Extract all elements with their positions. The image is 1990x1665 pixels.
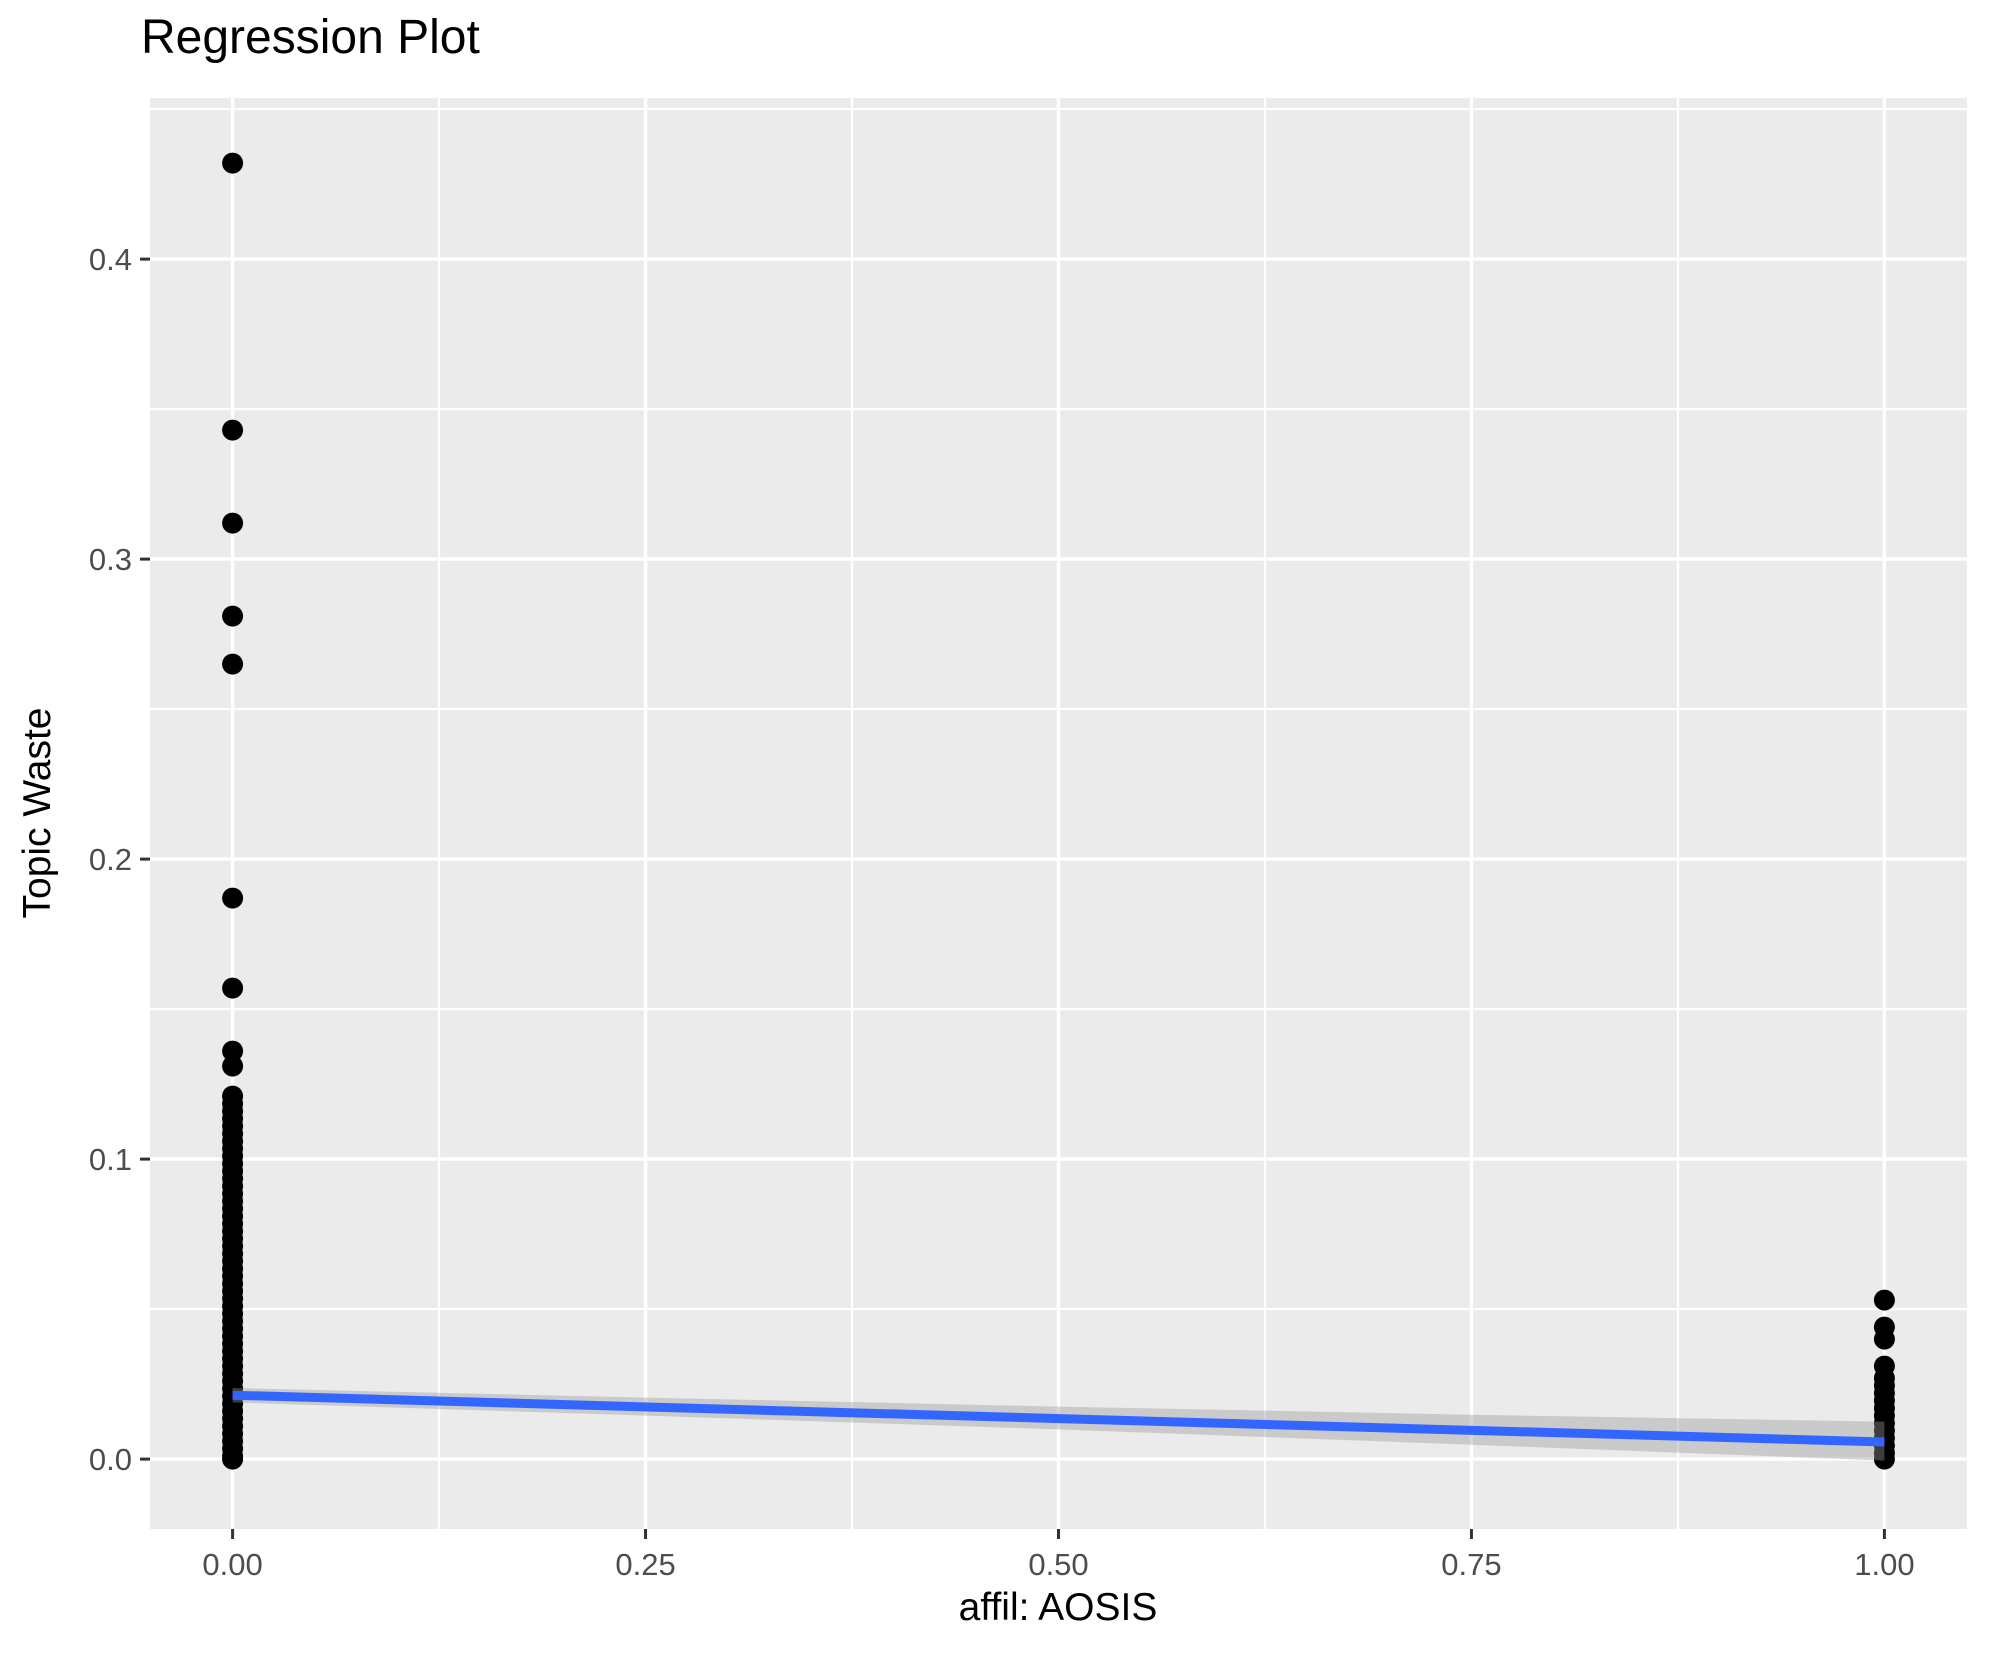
- y-tick-label: 0.1: [89, 1142, 132, 1177]
- data-point: [1873, 1289, 1895, 1311]
- x-tick-label: 0.50: [1028, 1547, 1088, 1582]
- data-point: [222, 512, 244, 534]
- x-tick-label: 0.25: [615, 1547, 675, 1582]
- regression-line: [232, 1390, 1885, 1447]
- data-point: [1873, 1328, 1895, 1350]
- data-point: [222, 1055, 244, 1077]
- data-point: [1873, 1448, 1895, 1470]
- x-tick-label: 0.00: [202, 1547, 262, 1582]
- x-axis-title: affil: AOSIS: [958, 1586, 1158, 1629]
- data-point: [222, 605, 244, 627]
- x-tick-label: 0.75: [1441, 1547, 1501, 1582]
- data-point: [222, 419, 244, 441]
- data-point: [222, 1040, 244, 1062]
- data-point: [222, 887, 244, 909]
- plot-title: Regression Plot: [141, 11, 480, 64]
- y-tick-label: 0.2: [89, 842, 132, 877]
- data-point: [222, 653, 244, 675]
- y-tick-label: 0.4: [89, 242, 132, 277]
- data-point: [222, 152, 244, 174]
- y-axis-title: Topic Waste: [16, 707, 59, 919]
- y-tick-label: 0.0: [89, 1442, 132, 1477]
- x-tick-label: 1.00: [1854, 1547, 1914, 1582]
- data-point: [222, 1448, 244, 1470]
- data-point: [222, 977, 244, 999]
- y-tick-label: 0.3: [89, 542, 132, 577]
